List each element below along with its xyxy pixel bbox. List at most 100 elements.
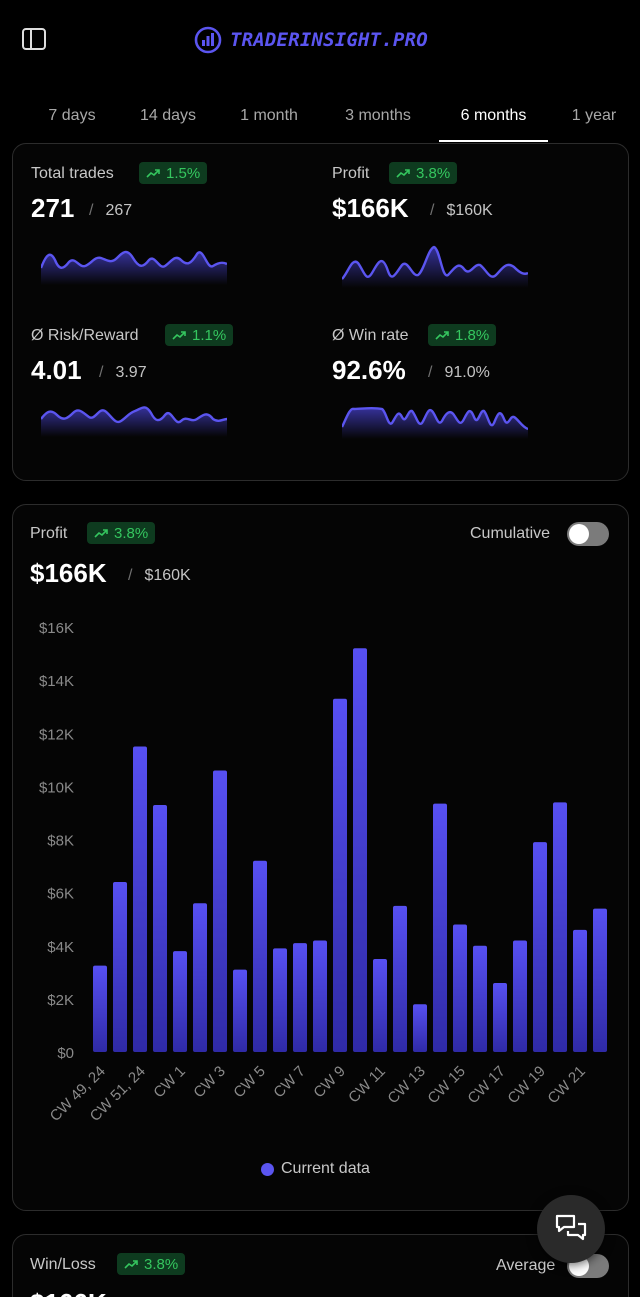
y-tick-label: $6K bbox=[47, 886, 74, 903]
bar[interactable] bbox=[193, 903, 207, 1052]
sparkline bbox=[41, 250, 227, 285]
metric-label: Total trades bbox=[31, 165, 114, 182]
logo-text: TRADERINSIGHT.PRO bbox=[230, 29, 428, 51]
metric-total-trades: Total trades 1.5% 271 /267 bbox=[31, 162, 301, 295]
chat-bubbles-icon bbox=[555, 1214, 587, 1241]
x-tick-label: CW 3 bbox=[190, 1063, 229, 1102]
metric-value: $166K bbox=[332, 193, 409, 223]
trend-up-icon bbox=[172, 331, 186, 340]
metric-label: Ø Risk/Reward bbox=[31, 327, 139, 344]
x-tick-label: CW 5 bbox=[230, 1063, 269, 1102]
x-tick-label: CW 11 bbox=[345, 1063, 389, 1107]
cumulative-toggle[interactable] bbox=[567, 522, 609, 546]
bar[interactable] bbox=[333, 698, 347, 1052]
metric-previous: / $160K bbox=[430, 202, 493, 219]
app-header: TRADERINSIGHT.PRO bbox=[0, 0, 640, 80]
y-tick-label: $8K bbox=[47, 833, 74, 850]
change-value: 3.8% bbox=[144, 1255, 179, 1273]
change-badge: 1.8% bbox=[428, 324, 497, 346]
legend-dot bbox=[261, 1162, 274, 1176]
trend-up-icon bbox=[396, 169, 410, 178]
bar[interactable] bbox=[473, 945, 487, 1052]
bar[interactable] bbox=[453, 924, 467, 1053]
metric-win-rate: Ø Win rate 1.8% 92.6% /91.0% bbox=[332, 324, 612, 457]
profit-value: $166K bbox=[30, 558, 107, 588]
bar[interactable] bbox=[413, 1004, 427, 1052]
chart-legend[interactable]: Current data bbox=[261, 1160, 370, 1178]
metric-risk-reward: Ø Risk/Reward 1.1% 4.01 /3.97 bbox=[31, 324, 301, 457]
change-value: 1.5% bbox=[166, 164, 201, 182]
bar[interactable] bbox=[133, 746, 147, 1052]
bar[interactable] bbox=[313, 940, 327, 1052]
winloss-label: Win/Loss bbox=[30, 1256, 96, 1273]
bar[interactable] bbox=[293, 943, 307, 1052]
tab-6-months[interactable]: 6 months bbox=[439, 98, 548, 142]
sparkline bbox=[342, 245, 528, 288]
sidebar-toggle-icon[interactable] bbox=[22, 28, 46, 50]
tab-7-days[interactable]: 7 days bbox=[48, 107, 96, 124]
x-tick-label: CW 7 bbox=[270, 1063, 309, 1102]
metric-profit: Profit 3.8% $166K / $160K bbox=[332, 162, 612, 295]
x-tick-label: CW 13 bbox=[384, 1063, 428, 1107]
x-tick-label: CW 9 bbox=[310, 1063, 349, 1102]
change-value: 1.8% bbox=[455, 326, 490, 344]
change-badge: 3.8% bbox=[389, 162, 458, 184]
y-tick-label: $4K bbox=[47, 939, 74, 956]
bar[interactable] bbox=[93, 965, 107, 1052]
bar[interactable] bbox=[393, 905, 407, 1052]
metric-previous: /267 bbox=[89, 202, 133, 219]
y-tick-label: $12K bbox=[39, 726, 74, 743]
legend-label: Current data bbox=[281, 1160, 370, 1177]
tab-1-year[interactable]: 1 year bbox=[571, 107, 617, 124]
bar[interactable] bbox=[113, 882, 127, 1052]
profit-bar-chart: $0 $2K $4K $6K $8K $10K $12K $14K $16K CW 49, 24… bbox=[39, 620, 607, 1125]
tab-1-month[interactable]: 1 month bbox=[240, 107, 298, 124]
bar[interactable] bbox=[573, 929, 587, 1052]
bar[interactable] bbox=[553, 802, 567, 1052]
y-tick-label: $14K bbox=[39, 673, 74, 690]
tab-3-months[interactable]: 3 months bbox=[345, 107, 411, 124]
winloss-value: $166K bbox=[30, 1288, 107, 1297]
metric-value: 271 bbox=[31, 193, 75, 223]
metric-label: Profit bbox=[332, 165, 370, 182]
trend-up-icon bbox=[124, 1260, 138, 1269]
metric-value: 4.01 bbox=[31, 355, 82, 385]
change-value: 3.8% bbox=[114, 524, 149, 542]
bar[interactable] bbox=[433, 803, 447, 1052]
metric-label: Ø Win rate bbox=[332, 327, 409, 344]
bar[interactable] bbox=[593, 908, 607, 1052]
winloss-card bbox=[12, 1234, 629, 1297]
bar[interactable] bbox=[173, 951, 187, 1052]
bar[interactable] bbox=[253, 860, 267, 1052]
bar-chart-logo-icon bbox=[194, 26, 222, 54]
bar[interactable] bbox=[513, 940, 527, 1052]
bar[interactable] bbox=[533, 842, 547, 1052]
bar[interactable] bbox=[353, 648, 367, 1052]
bar[interactable] bbox=[493, 982, 507, 1052]
period-tabs: 7 days 14 days 1 month 3 months 6 months… bbox=[0, 98, 640, 142]
trend-up-icon bbox=[435, 331, 449, 340]
sparkline bbox=[41, 406, 227, 437]
y-tick-label: $0 bbox=[57, 1045, 74, 1062]
profit-previous: / $160K bbox=[128, 567, 191, 584]
chat-button[interactable] bbox=[537, 1195, 605, 1263]
average-label: Average bbox=[496, 1257, 556, 1274]
trend-up-icon bbox=[94, 529, 108, 538]
change-badge: 1.1% bbox=[165, 324, 234, 346]
metric-value: 92.6% bbox=[332, 355, 406, 385]
x-tick-label: CW 19 bbox=[504, 1063, 548, 1107]
bar[interactable] bbox=[373, 959, 387, 1052]
bar[interactable] bbox=[213, 770, 227, 1052]
change-value: 3.8% bbox=[416, 164, 451, 182]
logo[interactable]: TRADERINSIGHT.PRO bbox=[194, 24, 428, 56]
change-badge: 3.8% bbox=[87, 522, 156, 544]
bar[interactable] bbox=[273, 948, 287, 1052]
y-tick-label: $2K bbox=[47, 992, 74, 1009]
change-badge: 3.8% bbox=[117, 1253, 186, 1275]
x-tick-label: CW 21 bbox=[544, 1063, 588, 1107]
bar[interactable] bbox=[153, 804, 167, 1052]
bar[interactable] bbox=[233, 969, 247, 1052]
metrics-card: Total trades 1.5% 271 /267 Profit 3.8% $… bbox=[12, 143, 629, 481]
tab-14-days[interactable]: 14 days bbox=[139, 107, 197, 124]
